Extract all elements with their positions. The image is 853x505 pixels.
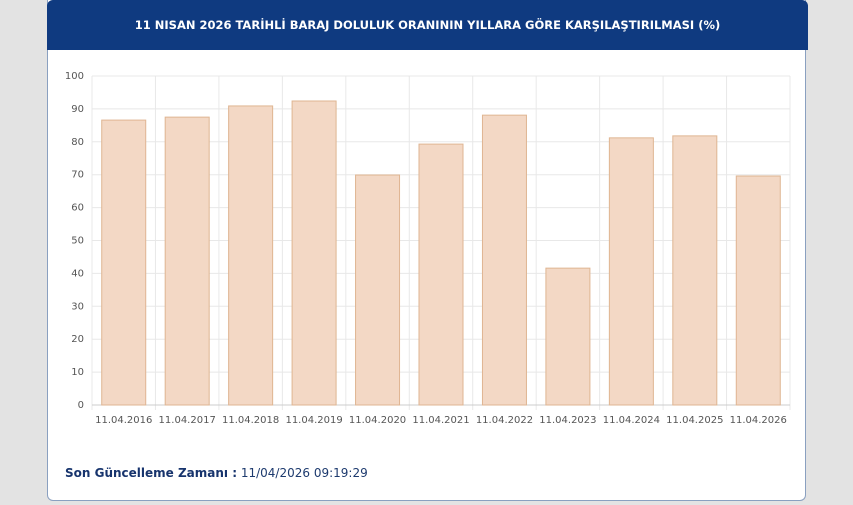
y-tick-label: 90: [71, 104, 84, 115]
bar: [418, 143, 464, 406]
x-tick-label: 11.04.2022: [476, 415, 533, 426]
y-tick-label: 20: [71, 334, 84, 345]
y-tick-label: 40: [71, 268, 84, 279]
x-tick-label: 11.04.2019: [285, 415, 342, 426]
bar: [672, 135, 718, 406]
x-tick-label: 11.04.2016: [95, 415, 152, 426]
bar: [735, 175, 781, 406]
bar: [608, 137, 654, 406]
y-tick-label: 0: [78, 400, 84, 411]
x-tick-label: 11.04.2026: [730, 415, 787, 426]
bar: [545, 267, 591, 406]
bar: [291, 100, 337, 406]
y-tick-label: 30: [71, 301, 84, 312]
x-tick-label: 11.04.2024: [603, 415, 660, 426]
y-tick-label: 50: [71, 236, 84, 247]
y-tick-label: 80: [71, 137, 84, 148]
x-tick-label: 11.04.2017: [159, 415, 216, 426]
chart-title: 11 NISAN 2026 TARİHLİ BARAJ DOLULUK ORAN…: [47, 0, 808, 50]
chart: 0 10 20 30 40 50 60 70 80 90 100 11.04.2016 11.04.20…: [65, 71, 791, 426]
bar: [228, 105, 274, 406]
last-update-label: Son Güncelleme Zamanı :: [65, 466, 238, 480]
x-tick-label: 11.04.2018: [222, 415, 279, 426]
bar: [355, 174, 401, 406]
x-tick-label: 11.04.2020: [349, 415, 406, 426]
y-tick-label: 100: [65, 71, 84, 82]
last-update-value: 11/04/2026 09:19:29: [240, 466, 368, 480]
bar: [481, 114, 527, 406]
y-tick-label: 10: [71, 367, 84, 378]
x-tick-label: 11.04.2021: [412, 415, 469, 426]
bar: [101, 119, 147, 406]
bar: [164, 116, 210, 406]
y-tick-label: 60: [71, 203, 84, 214]
x-tick-label: 11.04.2025: [666, 415, 723, 426]
x-tick-label: 11.04.2023: [539, 415, 596, 426]
last-update: Son Güncelleme Zamanı : 11/04/2026 09:19…: [65, 466, 368, 480]
y-tick-label: 70: [71, 170, 84, 181]
